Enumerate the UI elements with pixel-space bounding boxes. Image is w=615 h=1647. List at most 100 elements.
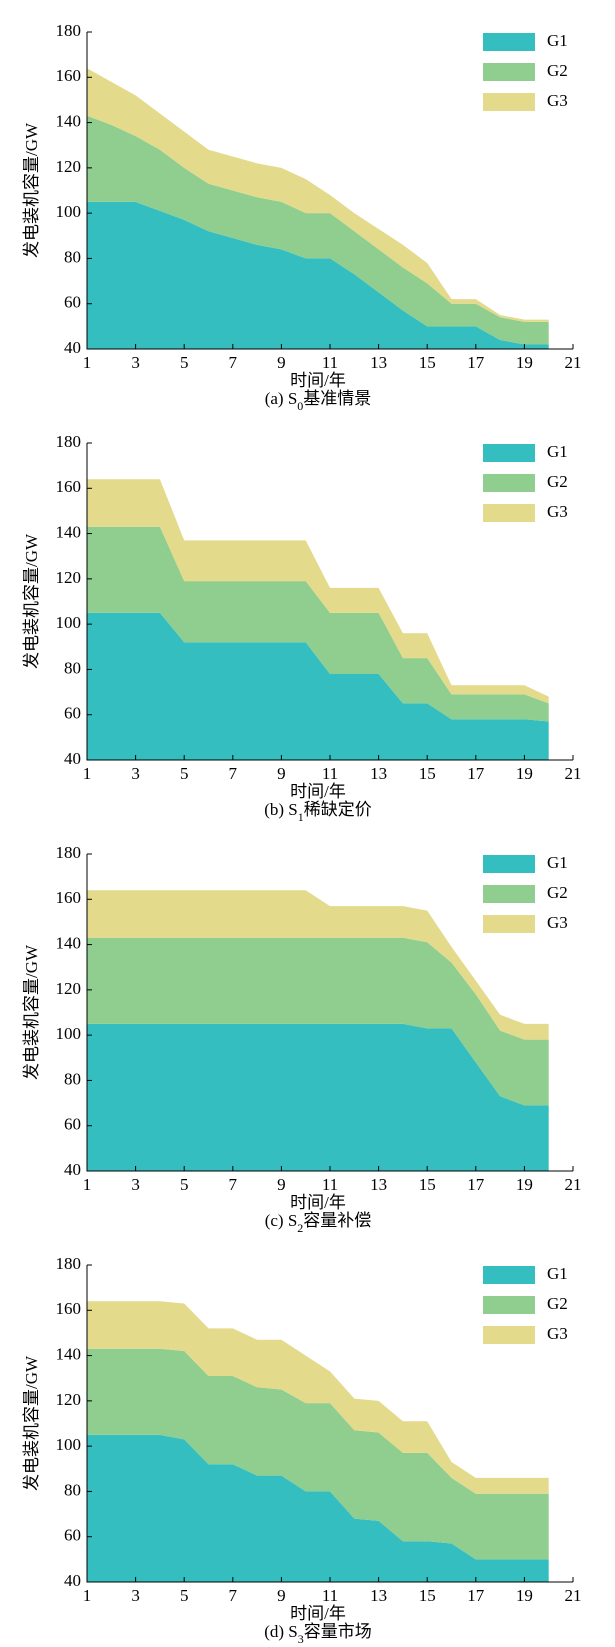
legend-swatch [483,444,535,462]
y-tick-label: 160 [56,477,82,496]
x-tick-label: 21 [565,764,582,783]
y-tick-label: 180 [56,843,82,862]
area [87,526,549,722]
x-axis-label: 时间/年 [290,1193,346,1212]
y-tick-label: 160 [56,66,82,85]
y-tick-label: 160 [56,1299,82,1318]
x-tick-label: 11 [322,353,338,372]
x-tick-label: 7 [229,1586,238,1605]
legend-label: G3 [547,91,568,110]
y-tick-label: 60 [64,1115,81,1134]
title-part: 0 [297,399,303,413]
title-part: 基准情景 [303,389,371,408]
x-tick-label: 11 [322,1586,338,1605]
legend-swatch [483,93,535,111]
x-tick-label: 13 [370,1175,387,1194]
x-tick-label: 19 [516,1175,533,1194]
legend-label: G1 [547,853,568,872]
x-tick-label: 3 [131,764,140,783]
legend-label: G1 [547,31,568,50]
y-tick-label: 60 [64,1526,81,1545]
title-part: (b) S [264,800,298,819]
area [87,1023,549,1171]
legend-label: G1 [547,1264,568,1283]
legend-label: G3 [547,1324,568,1343]
legend-swatch [483,474,535,492]
x-tick-label: 15 [419,1175,436,1194]
legend-swatch [483,33,535,51]
y-tick-label: 140 [56,933,82,952]
legend-swatch [483,915,535,933]
x-tick-label: 9 [277,764,286,783]
y-tick-label: 160 [56,888,82,907]
area [87,1348,549,1560]
area [87,1434,549,1582]
y-tick-label: 60 [64,293,81,312]
x-tick-label: 19 [516,1586,533,1605]
x-tick-label: 5 [180,1175,189,1194]
y-tick-label: 40 [64,1571,81,1590]
y-tick-label: 120 [56,1390,82,1409]
legend-label: G2 [547,1294,568,1313]
y-tick-label: 180 [56,432,82,451]
x-tick-label: 15 [419,764,436,783]
y-tick-label: 80 [64,1069,81,1088]
x-tick-label: 1 [83,1175,92,1194]
title-part: 2 [297,1221,303,1235]
area [87,890,549,1040]
y-axis-label: 发电装机容量/GW [22,944,41,1080]
title-part: 容量补偿 [303,1211,371,1230]
x-tick-label: 3 [131,1586,140,1605]
y-tick-label: 100 [56,613,82,632]
y-tick-label: 80 [64,658,81,677]
y-tick-label: 40 [64,1160,81,1179]
x-tick-label: 17 [467,1586,485,1605]
area [87,612,549,760]
x-tick-label: 9 [277,1175,286,1194]
x-tick-label: 5 [180,1586,189,1605]
legend-swatch [483,1266,535,1284]
x-tick-label: 13 [370,764,387,783]
y-axis-label: 发电装机容量/GW [22,1355,41,1491]
x-tick-label: 21 [565,1586,582,1605]
title-part: 1 [298,810,304,824]
x-axis-label: 时间/年 [290,782,346,801]
x-tick-label: 17 [467,353,485,372]
x-tick-label: 7 [229,353,238,372]
y-tick-label: 180 [56,21,82,40]
y-tick-label: 80 [64,1480,81,1499]
y-tick-label: 100 [56,202,82,221]
x-tick-label: 1 [83,353,92,372]
title-part: 稀缺定价 [304,800,372,819]
x-tick-label: 5 [180,764,189,783]
legend-label: G2 [547,883,568,902]
y-tick-label: 140 [56,522,82,541]
y-tick-label: 120 [56,568,82,587]
y-tick-label: 60 [64,704,81,723]
x-tick-label: 13 [370,1586,387,1605]
y-axis-label: 发电装机容量/GW [22,122,41,258]
legend-swatch [483,855,535,873]
y-tick-label: 140 [56,1344,82,1363]
y-axis-label: 发电装机容量/GW [22,533,41,669]
x-tick-label: 11 [322,1175,338,1194]
y-tick-label: 40 [64,749,81,768]
subplot-title: (a) S0基准情景 [265,389,372,413]
x-axis-label: 时间/年 [290,371,346,390]
x-tick-label: 5 [180,353,189,372]
x-tick-label: 17 [467,1175,485,1194]
x-tick-label: 21 [565,353,582,372]
y-tick-label: 80 [64,247,81,266]
x-tick-label: 11 [322,764,338,783]
y-tick-label: 100 [56,1024,82,1043]
subplot-title: (d) S3容量市场 [264,1622,372,1646]
legend-label: G2 [547,61,568,80]
x-tick-label: 9 [277,353,286,372]
title-part: (a) S [265,389,298,408]
x-tick-label: 7 [229,1175,238,1194]
y-tick-label: 120 [56,157,82,176]
